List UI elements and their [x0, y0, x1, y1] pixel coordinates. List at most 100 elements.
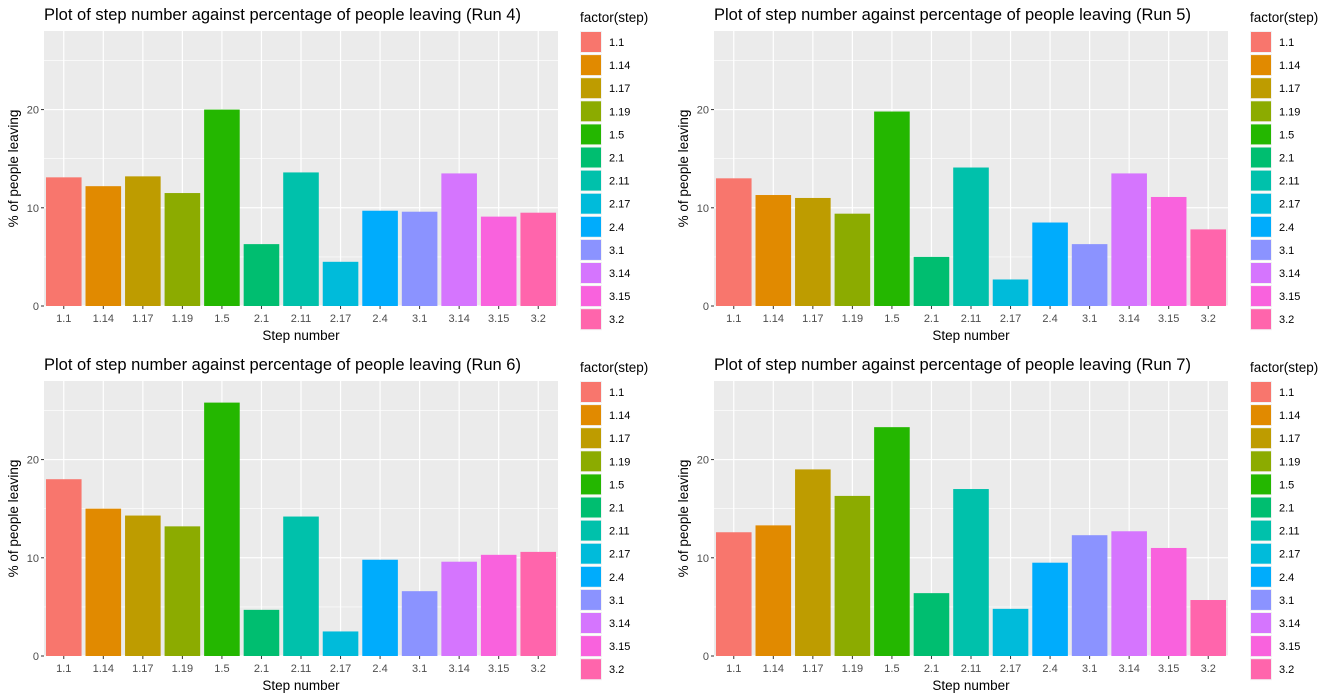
x-tick-label: 2.1	[254, 313, 269, 325]
legend-swatch-1-14	[1251, 405, 1271, 426]
legend-swatch-1-14	[1251, 55, 1271, 76]
legend-swatch-1-14	[581, 405, 601, 426]
legend-label: 2.4	[1279, 572, 1294, 584]
x-tick-label: 1.1	[56, 313, 71, 325]
legend-swatch-2-1	[581, 497, 601, 518]
y-axis-title: % of people leaving	[6, 110, 21, 228]
x-tick-label: 1.5	[884, 663, 899, 675]
x-tick-label: 1.17	[802, 313, 823, 325]
x-tick-label: 2.4	[372, 663, 387, 675]
bar-1-5	[874, 427, 910, 656]
legend-swatch-3-15	[581, 636, 601, 657]
chart-panel-run-6: 1.1 1.14 1.17 1.19 1.5 2.1 2.11 2.17 2.4 3.1 3.14 3…	[0, 350, 670, 700]
legend-label: 3.2	[1279, 314, 1294, 326]
legend-swatch-3-15	[581, 286, 601, 307]
x-tick-label: 1.17	[132, 663, 153, 675]
legend-label: 2.11	[1279, 526, 1300, 538]
x-tick-label: 2.4	[372, 313, 387, 325]
legend-label: 2.11	[609, 526, 630, 538]
bar-3-15	[480, 554, 517, 656]
legend-label: 2.17	[1279, 199, 1300, 211]
legend-label: 2.17	[609, 549, 630, 561]
bar-1-5	[874, 111, 910, 307]
bar-2-17	[322, 261, 359, 306]
legend-swatch-2-11	[581, 520, 601, 541]
legend-swatch-3-14	[1251, 613, 1271, 633]
y-tick-label: 0	[33, 651, 39, 663]
x-tick-label: 3.15	[1158, 663, 1179, 675]
bar-1-1	[715, 178, 752, 306]
legend-label: 3.2	[1279, 664, 1294, 676]
legend-swatch-2-4	[581, 566, 601, 587]
legend-label: 1.1	[1279, 37, 1294, 49]
x-axis-title: Step number	[932, 678, 1010, 693]
legend-swatch-1-19	[581, 101, 601, 122]
y-tick-label: 20	[697, 455, 709, 467]
bar-1-19	[834, 495, 871, 656]
bar-1-1	[45, 479, 82, 656]
bar-2-11	[283, 516, 319, 656]
legend-swatch-3-14	[581, 613, 601, 633]
bar-1-17	[125, 176, 161, 306]
legend-swatch-1-19	[1251, 101, 1271, 122]
y-tick-label: 0	[33, 301, 39, 313]
legend-swatch-3-1	[581, 239, 601, 260]
bar-2-17	[992, 279, 1029, 306]
legend-swatch-3-15	[1251, 286, 1271, 307]
bar-2-4	[1032, 562, 1068, 656]
x-tick-label: 3.2	[1201, 313, 1216, 325]
x-tick-label: 1.14	[763, 663, 784, 675]
x-tick-label: 1.19	[842, 663, 863, 675]
legend-swatch-2-11	[1251, 520, 1271, 541]
bar-3-2	[1190, 229, 1227, 306]
legend-swatch-3-15	[1251, 636, 1271, 657]
legend-label: 3.2	[609, 664, 624, 676]
legend-label: 2.11	[1279, 176, 1300, 188]
legend-title: factor(step)	[580, 10, 648, 25]
legend-swatch-1-19	[581, 451, 601, 472]
x-tick-label: 1.17	[802, 663, 823, 675]
bar-1-19	[164, 193, 201, 306]
x-tick-label: 3.14	[1118, 313, 1139, 325]
legend-swatch-1-1	[1251, 382, 1271, 402]
x-tick-label: 2.1	[254, 663, 269, 675]
x-tick-label: 1.19	[172, 313, 193, 325]
legend-label: 3.15	[1279, 641, 1300, 653]
legend-swatch-1-1	[1251, 32, 1271, 52]
legend-label: 1.14	[1279, 410, 1300, 422]
legend-swatch-3-2	[1251, 659, 1271, 680]
legend-swatch-1-17	[581, 428, 601, 449]
x-tick-label: 2.17	[330, 313, 351, 325]
y-axis-title: % of people leaving	[676, 110, 691, 228]
legend-swatch-1-17	[581, 78, 601, 99]
chart-title: Plot of step number against percentage o…	[714, 6, 1191, 24]
legend-title: factor(step)	[1250, 10, 1318, 25]
legend-swatch-1-1	[581, 32, 601, 52]
legend-swatch-2-4	[1251, 566, 1271, 587]
legend-swatch-3-1	[1251, 239, 1271, 260]
legend-label: 2.4	[609, 572, 624, 584]
legend-label: 1.1	[1279, 387, 1294, 399]
legend-swatch-3-2	[581, 659, 601, 680]
legend-swatch-3-14	[581, 263, 601, 283]
legend-swatch-2-4	[581, 216, 601, 237]
x-tick-label: 1.1	[56, 663, 71, 675]
x-tick-label: 1.14	[763, 313, 784, 325]
x-axis-title: Step number	[262, 678, 340, 693]
y-tick-label: 0	[703, 651, 709, 663]
x-tick-label: 3.2	[1201, 663, 1216, 675]
x-tick-label: 1.19	[842, 313, 863, 325]
x-axis-title: Step number	[262, 328, 340, 343]
legend-label: 1.19	[1279, 456, 1300, 468]
bar-3-2	[520, 212, 557, 306]
x-tick-label: 1.1	[726, 313, 741, 325]
legend-label: 2.1	[1279, 153, 1294, 165]
legend-swatch-1-1	[581, 382, 601, 402]
legend-title: factor(step)	[580, 360, 648, 375]
chart-panel-run-4: 1.1 1.14 1.17 1.19 1.5 2.1 2.11 2.17 2.4 3.1 3.14 3…	[0, 0, 670, 350]
legend-label: 2.17	[1279, 549, 1300, 561]
bar-3-15	[480, 216, 517, 306]
legend-label: 1.1	[609, 37, 624, 49]
legend-label: 3.1	[1279, 595, 1294, 607]
legend-swatch-1-5	[1251, 474, 1271, 495]
